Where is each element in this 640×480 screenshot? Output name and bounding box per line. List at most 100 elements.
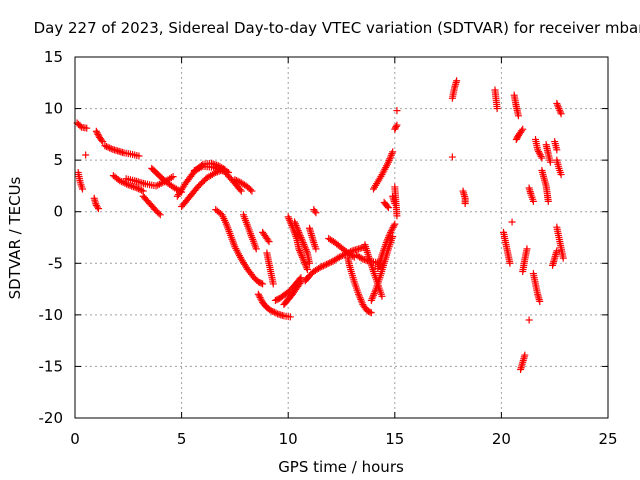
data-point bbox=[306, 259, 314, 267]
data-point bbox=[291, 220, 299, 228]
data-point bbox=[135, 152, 143, 160]
data-point bbox=[544, 197, 552, 205]
data-point bbox=[298, 237, 306, 245]
data-point bbox=[133, 184, 141, 192]
data-point bbox=[311, 207, 319, 215]
data-point bbox=[347, 248, 355, 256]
data-point bbox=[555, 105, 563, 113]
data-point bbox=[553, 99, 561, 107]
data-point bbox=[294, 227, 302, 235]
data-point bbox=[461, 199, 469, 207]
data-point bbox=[293, 225, 301, 233]
data-point bbox=[382, 239, 390, 247]
data-point bbox=[557, 171, 565, 179]
data-point bbox=[525, 316, 533, 324]
data-point bbox=[196, 164, 204, 172]
data-point bbox=[93, 203, 101, 211]
data-point bbox=[493, 105, 501, 113]
data-point bbox=[236, 186, 244, 194]
data-point bbox=[368, 295, 376, 303]
data-point bbox=[298, 235, 306, 243]
data-point bbox=[357, 297, 365, 305]
data-point bbox=[393, 121, 401, 129]
data-point bbox=[519, 125, 527, 133]
data-point bbox=[537, 152, 545, 160]
data-point bbox=[106, 144, 114, 152]
data-point bbox=[383, 202, 391, 210]
data-point bbox=[514, 112, 522, 120]
data-point bbox=[167, 174, 175, 182]
x-tick-label: 20 bbox=[492, 430, 511, 448]
data-point bbox=[197, 163, 205, 171]
data-point bbox=[297, 278, 305, 286]
data-point bbox=[388, 225, 396, 233]
data-point bbox=[270, 308, 278, 316]
data-point bbox=[101, 142, 109, 150]
data-point bbox=[264, 236, 272, 244]
data-point bbox=[296, 230, 304, 238]
y-tick-label: 10 bbox=[44, 100, 63, 118]
data-point bbox=[303, 264, 311, 272]
data-point bbox=[303, 265, 311, 273]
y-tick-label: 15 bbox=[44, 48, 63, 66]
data-point bbox=[384, 204, 392, 212]
data-point bbox=[324, 260, 332, 268]
data-point bbox=[556, 108, 564, 116]
data-point bbox=[194, 165, 202, 173]
x-tick-label: 10 bbox=[279, 430, 298, 448]
data-point bbox=[357, 295, 365, 303]
data-point bbox=[366, 308, 374, 316]
data-points bbox=[73, 77, 567, 374]
data-point bbox=[367, 309, 375, 317]
y-tick-label: -10 bbox=[39, 306, 64, 324]
data-point bbox=[559, 254, 567, 262]
data-point bbox=[138, 186, 146, 194]
data-point bbox=[210, 170, 218, 178]
x-tick-label: 0 bbox=[70, 430, 80, 448]
data-point bbox=[83, 124, 91, 132]
data-point bbox=[82, 151, 90, 159]
y-tick-label: 0 bbox=[53, 203, 63, 221]
data-point bbox=[231, 176, 239, 184]
data-point bbox=[102, 142, 110, 150]
data-point bbox=[257, 279, 265, 287]
data-point bbox=[155, 209, 163, 217]
data-point bbox=[301, 260, 309, 268]
data-point bbox=[340, 251, 348, 259]
data-point bbox=[357, 254, 365, 262]
data-point bbox=[319, 262, 327, 270]
data-point bbox=[536, 151, 544, 159]
data-point bbox=[302, 262, 310, 270]
data-point bbox=[389, 223, 397, 231]
data-point bbox=[342, 250, 350, 258]
data-point bbox=[76, 122, 84, 130]
data-point bbox=[99, 138, 107, 146]
data-point bbox=[248, 187, 256, 195]
data-point bbox=[256, 294, 264, 302]
data-point bbox=[301, 244, 309, 252]
data-point bbox=[254, 290, 262, 298]
y-axis-label: SDTVAR / TECUs bbox=[6, 176, 24, 299]
data-point bbox=[557, 110, 565, 118]
data-point bbox=[393, 212, 401, 220]
data-point bbox=[302, 246, 310, 254]
data-point bbox=[152, 182, 160, 190]
data-point bbox=[387, 228, 395, 236]
data-point bbox=[293, 223, 301, 231]
data-point bbox=[384, 234, 392, 241]
data-point bbox=[301, 259, 309, 267]
data-point bbox=[78, 185, 86, 193]
data-point bbox=[117, 178, 125, 186]
axis-ticks: 0 5 10 15 20 25 -20 -15 -10 -5 0 5 10 15 bbox=[39, 48, 618, 448]
data-point bbox=[134, 185, 142, 193]
data-point bbox=[295, 245, 303, 253]
y-tick-label: -20 bbox=[39, 409, 64, 427]
data-point bbox=[385, 232, 393, 240]
data-point bbox=[131, 183, 139, 191]
data-point bbox=[554, 101, 562, 109]
grid bbox=[75, 57, 608, 418]
data-point bbox=[370, 290, 378, 298]
y-tick-label: -15 bbox=[39, 357, 64, 375]
data-point bbox=[192, 166, 200, 174]
data-point bbox=[291, 218, 299, 226]
